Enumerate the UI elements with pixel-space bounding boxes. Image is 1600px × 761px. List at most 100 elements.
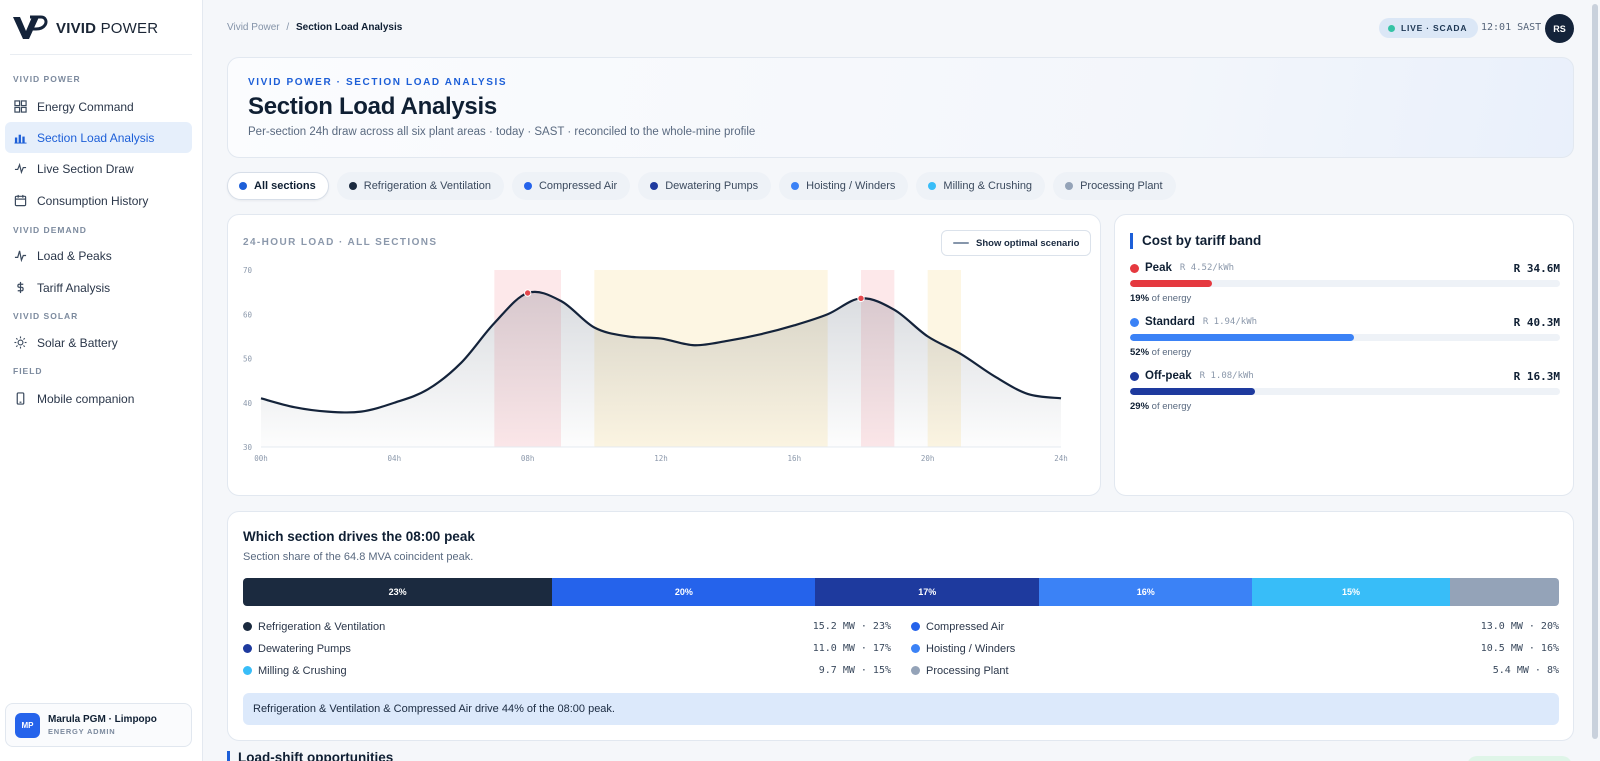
share-segment[interactable]: 17% xyxy=(815,578,1040,606)
share-segment[interactable]: 20% xyxy=(552,578,816,606)
x-tick-label: 24h xyxy=(1054,454,1068,463)
legend-name: Milling & Crushing xyxy=(258,664,347,677)
sidebar-item-label: Solar & Battery xyxy=(37,335,118,350)
x-tick-label: 00h xyxy=(254,454,268,463)
peak-share-subtitle: Section share of the 64.8 MVA coincident… xyxy=(243,551,474,563)
band-progress-track xyxy=(1130,388,1560,395)
band-energy-share: 29% of energy xyxy=(1130,401,1192,412)
load-line-chart: 30 40 50 60 70 00h 04h 08h 12h 16h 20h 24h xyxy=(243,266,1068,463)
legend-name: Processing Plant xyxy=(926,664,1009,677)
share-segment[interactable] xyxy=(1449,578,1559,606)
band-dot-icon xyxy=(1130,317,1139,327)
brand[interactable]: VIVID POWER xyxy=(12,14,158,42)
nav-section-field: FIELD xyxy=(13,366,43,376)
page-scrollbar[interactable] xyxy=(1592,4,1598,739)
share-segment[interactable]: 23% xyxy=(243,578,553,606)
tariff-card-title: Cost by tariff band xyxy=(1130,233,1261,249)
calendar-icon xyxy=(14,194,27,207)
band-progress-fill xyxy=(1130,280,1212,287)
band-name: Peak xyxy=(1145,262,1172,274)
share-segment[interactable]: 15% xyxy=(1252,578,1450,606)
legend-name: Hoisting / Winders xyxy=(926,642,1016,655)
load-series-line xyxy=(260,290,1062,414)
chip-label: Compressed Air xyxy=(538,180,618,192)
filter-chip-milling-crushing[interactable]: Milling & Crushing xyxy=(916,172,1046,200)
x-tick-label: 16h xyxy=(788,454,802,463)
activity-icon xyxy=(14,250,27,262)
filter-chip-compressed-air[interactable]: Compressed Air xyxy=(511,172,631,200)
x-tick-label: 04h xyxy=(388,454,402,463)
brand-divider xyxy=(10,54,192,55)
sidebar-item-section-load-analysis[interactable]: Section Load Analysis xyxy=(5,122,192,153)
legend-item: Dewatering Pumps 11.0 MW · 17% xyxy=(243,642,891,655)
sidebar-item-energy-command[interactable]: Energy Command xyxy=(5,91,192,122)
chip-label: Hoisting / Winders xyxy=(806,180,896,192)
sidebar-item-tariff-analysis[interactable]: Tariff Analysis xyxy=(5,272,192,303)
legend-value: 13.0 MW · 20% xyxy=(1480,621,1559,632)
user-role: ENERGY ADMIN xyxy=(48,727,116,736)
user-avatar-button[interactable]: RS xyxy=(1545,14,1574,43)
filter-chip-processing-plant[interactable]: Processing Plant xyxy=(1053,172,1176,200)
y-tick-label: 50 xyxy=(243,355,253,364)
user-name: Marula PGM · Limpopo xyxy=(48,714,157,725)
sidebar-item-label: Load & Peaks xyxy=(37,248,112,263)
legend-dot-icon xyxy=(243,644,252,653)
sidebar-item-label: Section Load Analysis xyxy=(37,130,155,145)
breadcrumb-root-link[interactable]: Vivid Power xyxy=(227,22,280,33)
legend-dot-icon xyxy=(911,666,920,675)
band-dot-icon xyxy=(1130,263,1139,273)
dot-icon xyxy=(348,182,357,190)
sidebar-item-label: Consumption History xyxy=(37,193,149,208)
sidebar-item-load-peaks[interactable]: Load & Peaks xyxy=(5,240,192,271)
phone-icon xyxy=(16,392,25,405)
dot-icon xyxy=(239,182,247,190)
sidebar-item-live-section-draw[interactable]: Live Section Draw xyxy=(5,153,192,184)
load-area xyxy=(261,291,1061,447)
share-segment[interactable]: 16% xyxy=(1039,578,1253,606)
y-tick-label: 30 xyxy=(243,443,253,452)
band-amount: R 40.3M xyxy=(1513,315,1560,329)
next-section-badge xyxy=(1467,756,1572,761)
band-energy-share: 19% of energy xyxy=(1130,293,1192,304)
peak-marker xyxy=(857,294,865,303)
breadcrumb-current: Section Load Analysis xyxy=(295,22,403,33)
y-tick-label: 60 xyxy=(243,310,253,319)
legend-value: 11.0 MW · 17% xyxy=(812,643,891,654)
button-label: Show optimal scenario xyxy=(976,237,1080,249)
sidebar-item-label: Mobile companion xyxy=(37,391,135,406)
avatar: MP xyxy=(15,712,40,738)
page-title: Section Load Analysis xyxy=(248,93,497,120)
vivid-power-logo-icon xyxy=(13,15,48,39)
brand-name: VIVID POWER xyxy=(56,19,159,37)
legend-value: 5.4 MW · 8% xyxy=(1492,665,1559,676)
dot-icon xyxy=(523,182,532,190)
dot-icon xyxy=(1065,182,1074,190)
legend-item: Compressed Air 13.0 MW · 20% xyxy=(911,620,1559,633)
band-progress-fill xyxy=(1130,334,1354,341)
tariff-band-row: Standard R 1.94/kWh R 40.3M 52% of energy xyxy=(1130,315,1560,358)
tariff-cost-card: Cost by tariff band Peak R 4.52/kWh R 34.6… xyxy=(1114,214,1574,496)
user-card[interactable]: MP Marula PGM · Limpopo ENERGY ADMIN xyxy=(5,703,192,747)
x-tick-label: 12h xyxy=(654,454,668,463)
filter-chip-dewatering-pumps[interactable]: Dewatering Pumps xyxy=(638,172,772,200)
tariff-band-row: Off-peak R 1.08/kWh R 16.3M 29% of energy xyxy=(1130,369,1560,412)
band-progress-fill xyxy=(1130,388,1255,395)
legend-value: 15.2 MW · 23% xyxy=(812,621,891,632)
band-rate: R 1.94/kWh xyxy=(1202,317,1258,327)
sidebar-item-solar-battery[interactable]: Solar & Battery xyxy=(5,327,192,358)
sidebar-item-label: Tariff Analysis xyxy=(37,280,111,295)
x-tick-label: 20h xyxy=(921,454,935,463)
filter-chip-all-sections[interactable]: All sections xyxy=(227,172,329,200)
filter-chip-hoisting-winders[interactable]: Hoisting / Winders xyxy=(779,172,909,200)
sidebar-item-mobile-companion[interactable]: Mobile companion xyxy=(5,383,192,414)
live-status-badge: LIVE · SCADA xyxy=(1379,18,1479,38)
sidebar-item-label: Live Section Draw xyxy=(37,161,134,176)
band-amount: R 34.6M xyxy=(1513,261,1560,275)
section-filter-chips: All sections Refrigeration & Ventilation… xyxy=(227,172,1176,200)
sidebar-item-consumption-history[interactable]: Consumption History xyxy=(5,185,192,216)
page-header: VIVID POWER · SECTION LOAD ANALYSIS Sect… xyxy=(227,57,1574,158)
show-optimal-scenario-button[interactable]: Show optimal scenario xyxy=(941,230,1092,256)
peak-share-legend: Refrigeration & Ventilation 15.2 MW · 23%… xyxy=(243,620,1559,677)
filter-chip-refrigeration-ventilation[interactable]: Refrigeration & Ventilation xyxy=(336,172,504,200)
legend-name: Dewatering Pumps xyxy=(258,642,351,655)
